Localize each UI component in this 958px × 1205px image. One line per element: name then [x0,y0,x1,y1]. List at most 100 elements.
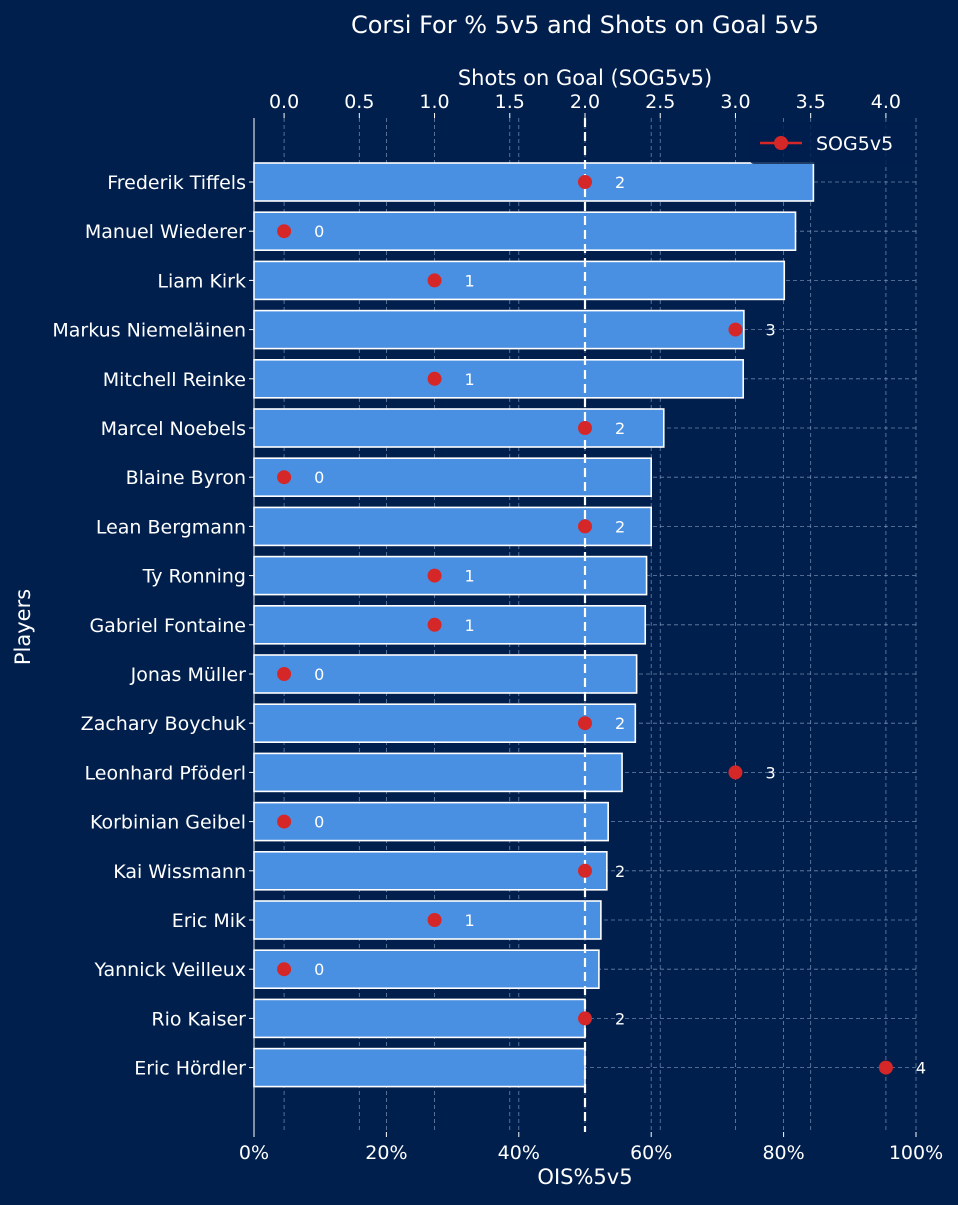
y-tick-label-8: Ty Ronning [142,566,246,588]
sog-point-10 [277,667,292,681]
y-tick-label-12: Leonhard Pföderl [85,762,246,784]
sog-point-1 [277,224,292,239]
y-tick-label-6: Blaine Byron [126,467,246,489]
bar-10 [253,654,638,694]
y-tick-label-0: Frederik Tiffels [107,172,246,194]
bar-8 [253,555,648,596]
sog-point-17 [578,1011,592,1026]
sog-data-label-15: 1 [465,911,475,930]
sog-data-label-5: 2 [615,419,625,438]
sog-data-label-8: 1 [465,567,475,586]
x2-tick-label-5: 2.5 [645,91,675,113]
x2-tick-label-1: 0.5 [344,91,374,113]
sog-data-label-11: 2 [615,714,625,733]
x2-tick-label-6: 3.0 [720,91,750,113]
bar-13 [253,801,609,842]
sog-point-9 [427,617,442,632]
x2-tick-label-4: 2.0 [570,91,600,113]
y-tick-label-15: Eric Mik [172,910,246,932]
y-tick-label-18: Eric Hördler [134,1058,246,1080]
sog-point-14 [578,863,592,878]
sog-point-12 [728,765,743,780]
x2-tick-label-7: 3.5 [796,91,826,113]
legend-box [750,122,910,164]
y-tick-label-14: Kai Wissmann [113,861,246,883]
y-tick-label-17: Rio Kaiser [151,1008,246,1030]
y-tick-label-5: Marcel Noebels [101,418,246,440]
x-tick-label-0: 0% [239,1142,269,1164]
y-tick-label-16: Yannick Veilleux [93,959,246,981]
sog-data-label-3: 3 [765,321,775,340]
x2-tick-label-2: 1.0 [419,91,449,113]
labels-layer: 2 0 1 3 1 2 0 2 1 1 0 2 3 0 2 1 0 2 4 Frederik Tiffels Manue… [52,91,943,1164]
x-tick-label-3: 60% [630,1142,672,1164]
legend: SOG5v5 [750,122,910,164]
y-tick-label-10: Jonas Müller [130,664,247,686]
y-tick-label-1: Manuel Wiederer [85,221,246,243]
y-tick-label-4: Mitchell Reinke [103,369,246,391]
x-tick-label-4: 80% [762,1142,804,1164]
axes-layer [249,113,917,1137]
y-tick-label-13: Korbinian Geibel [90,812,246,834]
bar-1 [253,211,797,251]
x2-tick-label-8: 4.0 [871,91,901,113]
y-tick-label-11: Zachary Boychuk [81,713,246,735]
sog-point-13 [277,814,292,829]
sog-point-3 [728,322,743,337]
sog-data-label-10: 0 [314,665,324,684]
sog-data-label-14: 2 [615,862,625,881]
x-tick-label-2: 40% [498,1142,540,1164]
x2-tick-label-0: 0.0 [269,91,299,113]
sog-data-label-9: 1 [465,616,475,635]
bars-layer [253,162,815,1088]
sog-data-label-17: 2 [615,1009,625,1028]
sog-point-2 [427,273,442,288]
bar-12 [253,752,623,793]
bar-18 [253,1047,586,1088]
bar-2 [253,260,786,301]
y-axis-label: Players [11,589,35,665]
sog-point-5 [578,421,592,435]
sog-data-label-12: 3 [765,763,775,782]
points-layer [277,175,893,1075]
sog-point-18 [878,1060,893,1075]
bar-5 [253,408,665,448]
secondary-x-axis-label: Shots on Goal (SOG5v5) [458,66,712,90]
sog-point-11 [578,716,592,731]
y-tick-label-2: Liam Kirk [157,270,246,292]
x-axis-label: OIS%5v5 [537,1165,632,1189]
sog-point-6 [277,470,292,485]
bar-3 [253,309,745,350]
sog-data-label-13: 0 [314,813,324,832]
sog-data-label-0: 2 [615,173,625,192]
bar-0 [253,162,815,202]
sog-data-label-18: 4 [916,1059,926,1078]
bar-15 [253,900,602,940]
x-tick-label-5: 100% [889,1142,943,1164]
sog-data-label-6: 0 [314,468,324,487]
legend-marker-dot [774,136,788,150]
bar-4 [253,358,745,399]
sog-point-4 [427,371,442,386]
y-tick-label-7: Lean Bergmann [96,516,246,538]
sog-point-8 [427,568,442,583]
sog-point-15 [427,913,442,927]
sog-point-7 [578,519,592,534]
y-tick-label-9: Gabriel Fontaine [89,615,246,637]
bar-14 [253,850,608,891]
sog-point-0 [578,175,592,189]
sog-data-label-2: 1 [465,271,475,290]
legend-label: SOG5v5 [816,133,893,155]
bar-16 [253,949,600,990]
y-tick-label-3: Markus Niemeläinen [52,320,246,342]
sog-data-label-16: 0 [314,960,324,979]
chart-title: Corsi For % 5v5 and Shots on Goal 5v5 [351,11,819,39]
x-tick-label-1: 20% [365,1142,407,1164]
sog-point-16 [277,962,292,977]
sog-data-label-1: 0 [314,222,324,241]
sog-data-label-7: 2 [615,517,625,536]
x2-tick-label-3: 1.5 [495,91,525,113]
bar-17 [253,998,586,1039]
